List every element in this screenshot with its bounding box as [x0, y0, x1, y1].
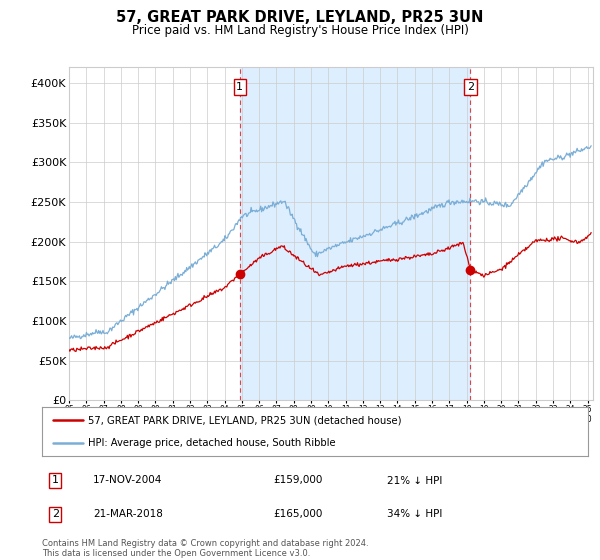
- Text: 21% ↓ HPI: 21% ↓ HPI: [387, 475, 442, 486]
- Text: 1: 1: [52, 475, 59, 486]
- Text: 2: 2: [52, 509, 59, 519]
- Text: Contains HM Land Registry data © Crown copyright and database right 2024.
This d: Contains HM Land Registry data © Crown c…: [42, 539, 368, 558]
- Text: £159,000: £159,000: [273, 475, 322, 486]
- Text: 57, GREAT PARK DRIVE, LEYLAND, PR25 3UN: 57, GREAT PARK DRIVE, LEYLAND, PR25 3UN: [116, 10, 484, 25]
- Text: 2: 2: [467, 82, 474, 92]
- Text: 57, GREAT PARK DRIVE, LEYLAND, PR25 3UN (detached house): 57, GREAT PARK DRIVE, LEYLAND, PR25 3UN …: [88, 416, 402, 426]
- Text: 17-NOV-2004: 17-NOV-2004: [93, 475, 163, 486]
- Text: 21-MAR-2018: 21-MAR-2018: [93, 509, 163, 519]
- Text: 1: 1: [236, 82, 243, 92]
- Text: Price paid vs. HM Land Registry's House Price Index (HPI): Price paid vs. HM Land Registry's House …: [131, 24, 469, 37]
- Text: 34% ↓ HPI: 34% ↓ HPI: [387, 509, 442, 519]
- Bar: [240, 67, 470, 400]
- Text: HPI: Average price, detached house, South Ribble: HPI: Average price, detached house, Sout…: [88, 438, 336, 448]
- Text: £165,000: £165,000: [273, 509, 322, 519]
